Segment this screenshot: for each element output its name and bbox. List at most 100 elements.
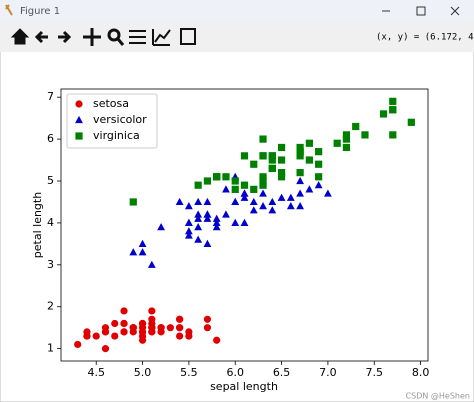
- point: [101, 345, 110, 353]
- point: [231, 185, 239, 193]
- point: [240, 181, 249, 189]
- point: [203, 239, 212, 247]
- point: [176, 324, 184, 332]
- y-tick-label: 7: [47, 90, 54, 103]
- point: [129, 198, 137, 206]
- point: [111, 332, 119, 340]
- point: [259, 202, 267, 210]
- point: [296, 176, 305, 185]
- x-tick-label: 5.0: [134, 366, 152, 379]
- point: [120, 319, 128, 328]
- x-tick-label: 7.5: [365, 366, 383, 379]
- point: [250, 185, 258, 193]
- point: [259, 173, 267, 181]
- back-button[interactable]: [34, 30, 48, 44]
- point: [305, 185, 314, 193]
- zoom-button[interactable]: [107, 28, 125, 46]
- title-bar: [0, 0, 474, 22]
- point: [268, 156, 276, 164]
- point: [296, 143, 304, 152]
- point: [315, 160, 323, 168]
- y-tick-label: 1: [47, 342, 54, 355]
- point: [194, 197, 203, 206]
- point: [175, 197, 184, 206]
- point: [111, 319, 119, 328]
- point: [138, 328, 147, 336]
- x-tick-label: 8.0: [412, 366, 430, 379]
- point: [120, 307, 128, 315]
- point: [315, 148, 323, 156]
- point: [203, 197, 212, 206]
- point: [296, 169, 304, 177]
- point: [315, 173, 323, 181]
- point: [249, 197, 258, 206]
- configure-button[interactable]: [129, 30, 146, 44]
- coordinates: (x, y) = (6.172, 4.27): [376, 33, 474, 43]
- forward-button[interactable]: [58, 30, 72, 44]
- point: [333, 139, 341, 147]
- legend-label: virginica: [93, 129, 140, 142]
- point: [194, 235, 203, 243]
- point: [240, 189, 249, 197]
- point: [194, 222, 203, 231]
- point: [277, 143, 286, 152]
- point: [342, 143, 351, 152]
- point: [157, 324, 165, 332]
- maximize-button[interactable]: [416, 6, 426, 16]
- point: [138, 239, 147, 247]
- point: [342, 131, 351, 139]
- point: [184, 202, 193, 210]
- point: [389, 131, 397, 139]
- point: [259, 181, 267, 189]
- point: [259, 135, 267, 143]
- y-axis-label: petal length: [31, 192, 44, 258]
- point: [314, 181, 323, 189]
- point: [389, 97, 397, 105]
- close-button[interactable]: [450, 6, 460, 16]
- legend-label: versicolor: [93, 113, 147, 126]
- home-button[interactable]: [10, 28, 30, 45]
- point: [194, 214, 203, 222]
- x-tick-label: 6.0: [226, 366, 244, 379]
- point: [176, 315, 184, 323]
- window-title: Figure 1: [20, 6, 60, 17]
- point: [268, 152, 276, 160]
- point: [296, 152, 304, 160]
- point: [213, 173, 221, 181]
- point: [129, 248, 138, 256]
- y-tick-label: 5: [47, 174, 54, 187]
- point: [361, 131, 369, 139]
- x-axis-label: sepal length: [210, 380, 278, 393]
- x-tick-label: 6.5: [273, 366, 291, 379]
- point: [222, 185, 230, 193]
- legend-marker: [75, 115, 83, 124]
- point: [184, 231, 193, 239]
- point: [342, 135, 351, 143]
- point: [138, 248, 147, 256]
- point: [324, 189, 332, 197]
- point: [352, 122, 360, 131]
- point: [176, 332, 184, 340]
- pan-button[interactable]: [83, 28, 101, 46]
- x-tick-label: 4.5: [87, 366, 105, 379]
- y-tick-label: 4: [47, 216, 54, 229]
- point: [194, 181, 202, 189]
- legend-marker: [75, 132, 83, 140]
- point: [379, 110, 388, 118]
- toolbar: [0, 22, 474, 52]
- point: [296, 148, 304, 156]
- point: [212, 214, 221, 222]
- point: [268, 164, 276, 173]
- axes-button[interactable]: [152, 29, 171, 46]
- save-button[interactable]: [180, 28, 196, 45]
- point: [389, 106, 397, 114]
- point: [203, 324, 212, 332]
- point: [249, 206, 258, 214]
- point: [203, 210, 212, 218]
- point: [101, 328, 110, 336]
- point: [286, 202, 295, 210]
- legend-box: [66, 93, 158, 149]
- point: [194, 210, 203, 218]
- point: [259, 152, 267, 160]
